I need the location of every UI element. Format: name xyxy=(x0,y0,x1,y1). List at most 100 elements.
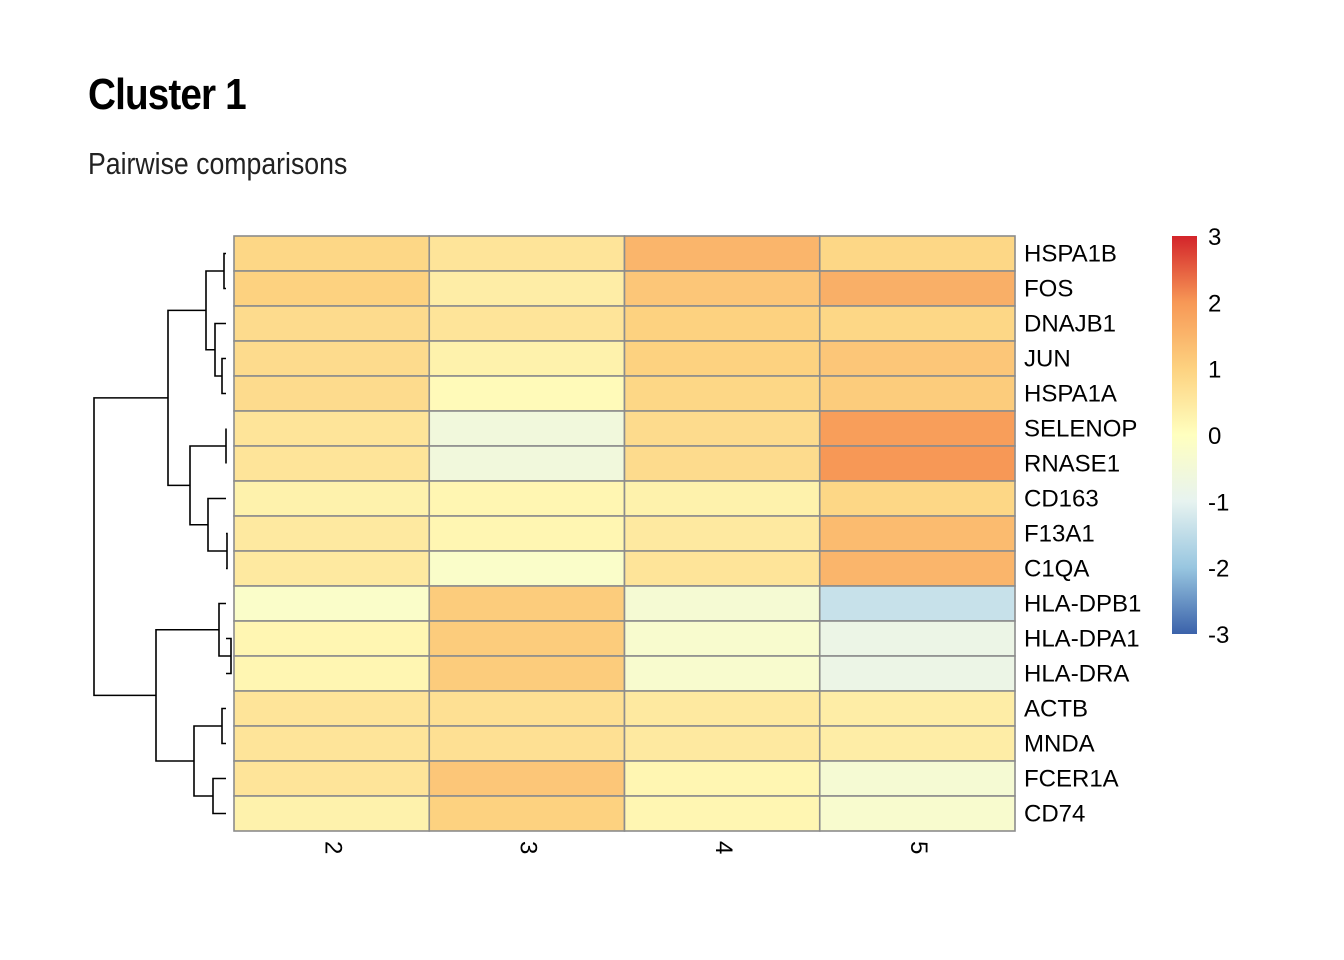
heatmap-cell xyxy=(428,235,626,272)
heatmap-cell xyxy=(233,585,431,622)
heatmap-cell xyxy=(428,480,626,517)
heatmap-cell xyxy=(623,725,821,762)
row-label: SELENOP xyxy=(1024,416,1137,443)
row-label: ACTB xyxy=(1024,696,1088,723)
row-label: HSPA1B xyxy=(1024,241,1117,268)
heatmap-cell xyxy=(623,375,821,412)
row-label: DNAJB1 xyxy=(1024,311,1116,338)
column-label: 4 xyxy=(710,841,737,854)
heatmap-cell xyxy=(818,410,1016,447)
heatmap-cell xyxy=(233,340,431,377)
heatmap-cell xyxy=(233,305,431,342)
heatmap-cell xyxy=(428,620,626,657)
column-labels: 2 3 4 5 xyxy=(319,841,932,854)
row-label: CD163 xyxy=(1024,486,1099,513)
dendrogram-branch xyxy=(221,357,226,395)
chart-subtitle: Pairwise comparisons xyxy=(88,146,348,181)
column-label: 3 xyxy=(515,841,542,854)
row-label: C1QA xyxy=(1024,556,1089,583)
dendrogram-branch xyxy=(218,602,231,657)
heatmap-cell xyxy=(428,340,626,377)
row-label: CD74 xyxy=(1024,801,1085,828)
heatmap-cell xyxy=(233,480,431,517)
heatmap-cell xyxy=(818,515,1016,552)
heatmap-cell xyxy=(233,550,431,587)
heatmap-cell xyxy=(428,725,626,762)
row-dendrogram xyxy=(93,252,232,815)
heatmap-cell xyxy=(428,410,626,447)
heatmap-cell xyxy=(818,305,1016,342)
heatmap-cell xyxy=(818,340,1016,377)
heatmap-cell xyxy=(233,445,431,482)
color-scale-tick-label: -2 xyxy=(1208,556,1229,583)
heatmap-cell xyxy=(623,445,821,482)
color-scale-tick-label: -1 xyxy=(1208,489,1229,516)
heatmap-cell xyxy=(428,305,626,342)
color-legend: 3 2 1 0 -1 -2 -3 xyxy=(1172,224,1229,649)
row-labels: HSPA1B FOS DNAJB1 JUN HSPA1A SELENOP RNASE1 CD1… xyxy=(1024,241,1141,828)
color-scale-tick-label: 3 xyxy=(1208,224,1221,251)
heatmap-cell xyxy=(623,760,821,797)
heatmap-cell xyxy=(233,725,431,762)
dendrogram-branch xyxy=(212,777,226,815)
heatmap-cell xyxy=(623,305,821,342)
row-label: F13A1 xyxy=(1024,521,1095,548)
heatmap-cell xyxy=(623,340,821,377)
heatmap-cell xyxy=(818,445,1016,482)
row-label: HLA-DRA xyxy=(1024,661,1129,688)
heatmap-cell xyxy=(428,655,626,692)
chart-title: Cluster 1 xyxy=(88,70,247,119)
heatmap-cell xyxy=(818,550,1016,587)
heatmap-cell xyxy=(233,690,431,727)
heatmap-cell xyxy=(818,760,1016,797)
dendrogram-branch xyxy=(167,309,206,487)
row-label: JUN xyxy=(1024,346,1071,373)
dendrogram-branch xyxy=(221,707,226,745)
heatmap-cell xyxy=(818,375,1016,412)
color-scale-bar xyxy=(1172,236,1197,634)
row-label: MNDA xyxy=(1024,731,1095,758)
heatmap-cell xyxy=(233,620,431,657)
heatmap-cell xyxy=(233,795,431,832)
heatmap-cell xyxy=(623,585,821,622)
heatmap-cell xyxy=(233,235,431,272)
heatmap-cell xyxy=(428,375,626,412)
heatmap-cell xyxy=(428,515,626,552)
heatmap-cell xyxy=(623,795,821,832)
color-scale-tick-label: 2 xyxy=(1208,290,1221,317)
heatmap-cell xyxy=(233,410,431,447)
heatmap-cell xyxy=(623,690,821,727)
column-label: 2 xyxy=(319,841,346,854)
heatmap-cell xyxy=(233,270,431,307)
heatmap-cell xyxy=(818,795,1016,832)
heatmap-cell xyxy=(818,620,1016,657)
dendrogram-branch xyxy=(223,252,226,290)
dendrogram-branch xyxy=(207,497,227,552)
heatmap-cell xyxy=(233,515,431,552)
column-label: 5 xyxy=(905,841,932,854)
dendrogram-branch xyxy=(214,322,226,377)
heatmap-cell xyxy=(623,655,821,692)
heatmap-cell xyxy=(428,585,626,622)
color-scale-tick-label: 1 xyxy=(1208,357,1221,384)
heatmap-cell xyxy=(818,270,1016,307)
heatmap-cell xyxy=(818,480,1016,517)
heatmap-cell xyxy=(818,585,1016,622)
heatmap-cell xyxy=(233,760,431,797)
heatmap-cell xyxy=(233,655,431,692)
row-label: HSPA1A xyxy=(1024,381,1117,408)
heatmap-cell xyxy=(428,760,626,797)
dendrogram-branch xyxy=(93,397,168,697)
dendrogram-branch xyxy=(193,725,222,797)
heatmap-cell xyxy=(818,655,1016,692)
row-label: FCER1A xyxy=(1024,766,1119,793)
row-label: HLA-DPA1 xyxy=(1024,626,1140,653)
heatmap-cell xyxy=(428,445,626,482)
heatmap-cells xyxy=(233,235,1016,832)
heatmap-cell xyxy=(428,690,626,727)
heatmap-cell xyxy=(818,690,1016,727)
heatmap-cell xyxy=(623,550,821,587)
dendrogram-branch xyxy=(155,628,219,762)
row-label: FOS xyxy=(1024,276,1073,303)
